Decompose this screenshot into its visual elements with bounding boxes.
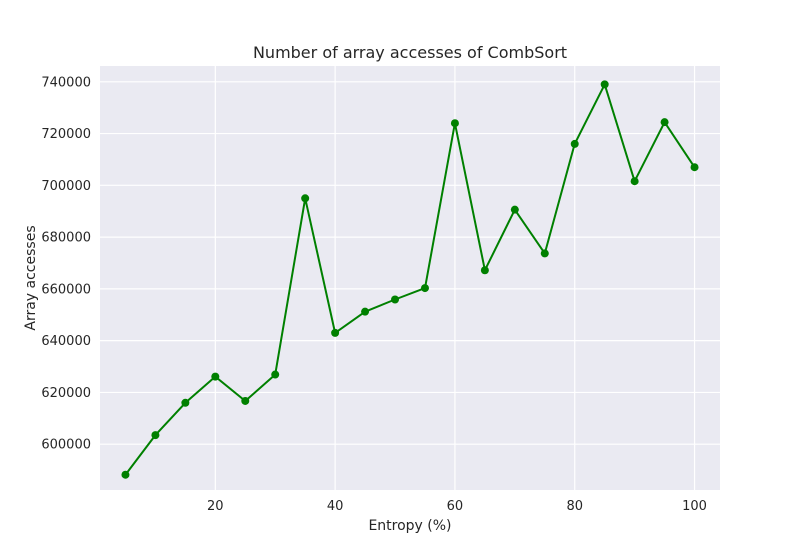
y-tick-label: 700000: [41, 179, 91, 194]
x-axis-ticks: 20 40 60 80 100: [207, 499, 707, 514]
x-tick-label: 40: [327, 499, 344, 514]
y-tick-label: 620000: [41, 386, 91, 401]
y-axis-ticks: 600000 620000 640000 660000 680000 700000 7200…: [41, 75, 91, 452]
data-point: [211, 372, 220, 381]
y-tick-label: 640000: [41, 334, 91, 349]
x-tick-label: 60: [447, 499, 464, 514]
y-tick-label: 720000: [41, 127, 91, 142]
data-point: [480, 266, 489, 275]
data-point: [181, 398, 190, 407]
plot-area: [100, 66, 720, 490]
data-point: [600, 80, 609, 89]
data-point: [361, 307, 370, 316]
y-tick-label: 740000: [41, 75, 91, 90]
data-point: [630, 177, 639, 186]
data-point: [271, 370, 280, 379]
data-point: [121, 470, 130, 479]
x-tick-label: 100: [682, 499, 707, 514]
data-point: [660, 118, 669, 127]
data-point: [301, 194, 310, 203]
data-point: [241, 396, 250, 405]
y-tick-label: 680000: [41, 231, 91, 246]
x-tick-label: 20: [207, 499, 224, 514]
y-tick-label: 660000: [41, 282, 91, 297]
data-point: [540, 249, 549, 258]
data-point: [391, 295, 400, 304]
chart-title: Number of array accesses of CombSort: [253, 43, 567, 62]
data-point: [420, 284, 429, 293]
data-point: [331, 328, 340, 337]
data-point: [151, 431, 160, 440]
data-point: [570, 139, 579, 148]
y-axis-label: Array accesses: [23, 225, 39, 330]
data-point: [450, 119, 459, 128]
data-point: [510, 205, 519, 214]
x-axis-label: Entropy (%): [368, 518, 451, 534]
series-line: [124, 83, 696, 476]
grid-lines: [100, 66, 720, 490]
data-point: [690, 163, 699, 172]
x-tick-label: 80: [566, 499, 583, 514]
y-tick-label: 600000: [41, 438, 91, 453]
data-series: [121, 80, 699, 479]
